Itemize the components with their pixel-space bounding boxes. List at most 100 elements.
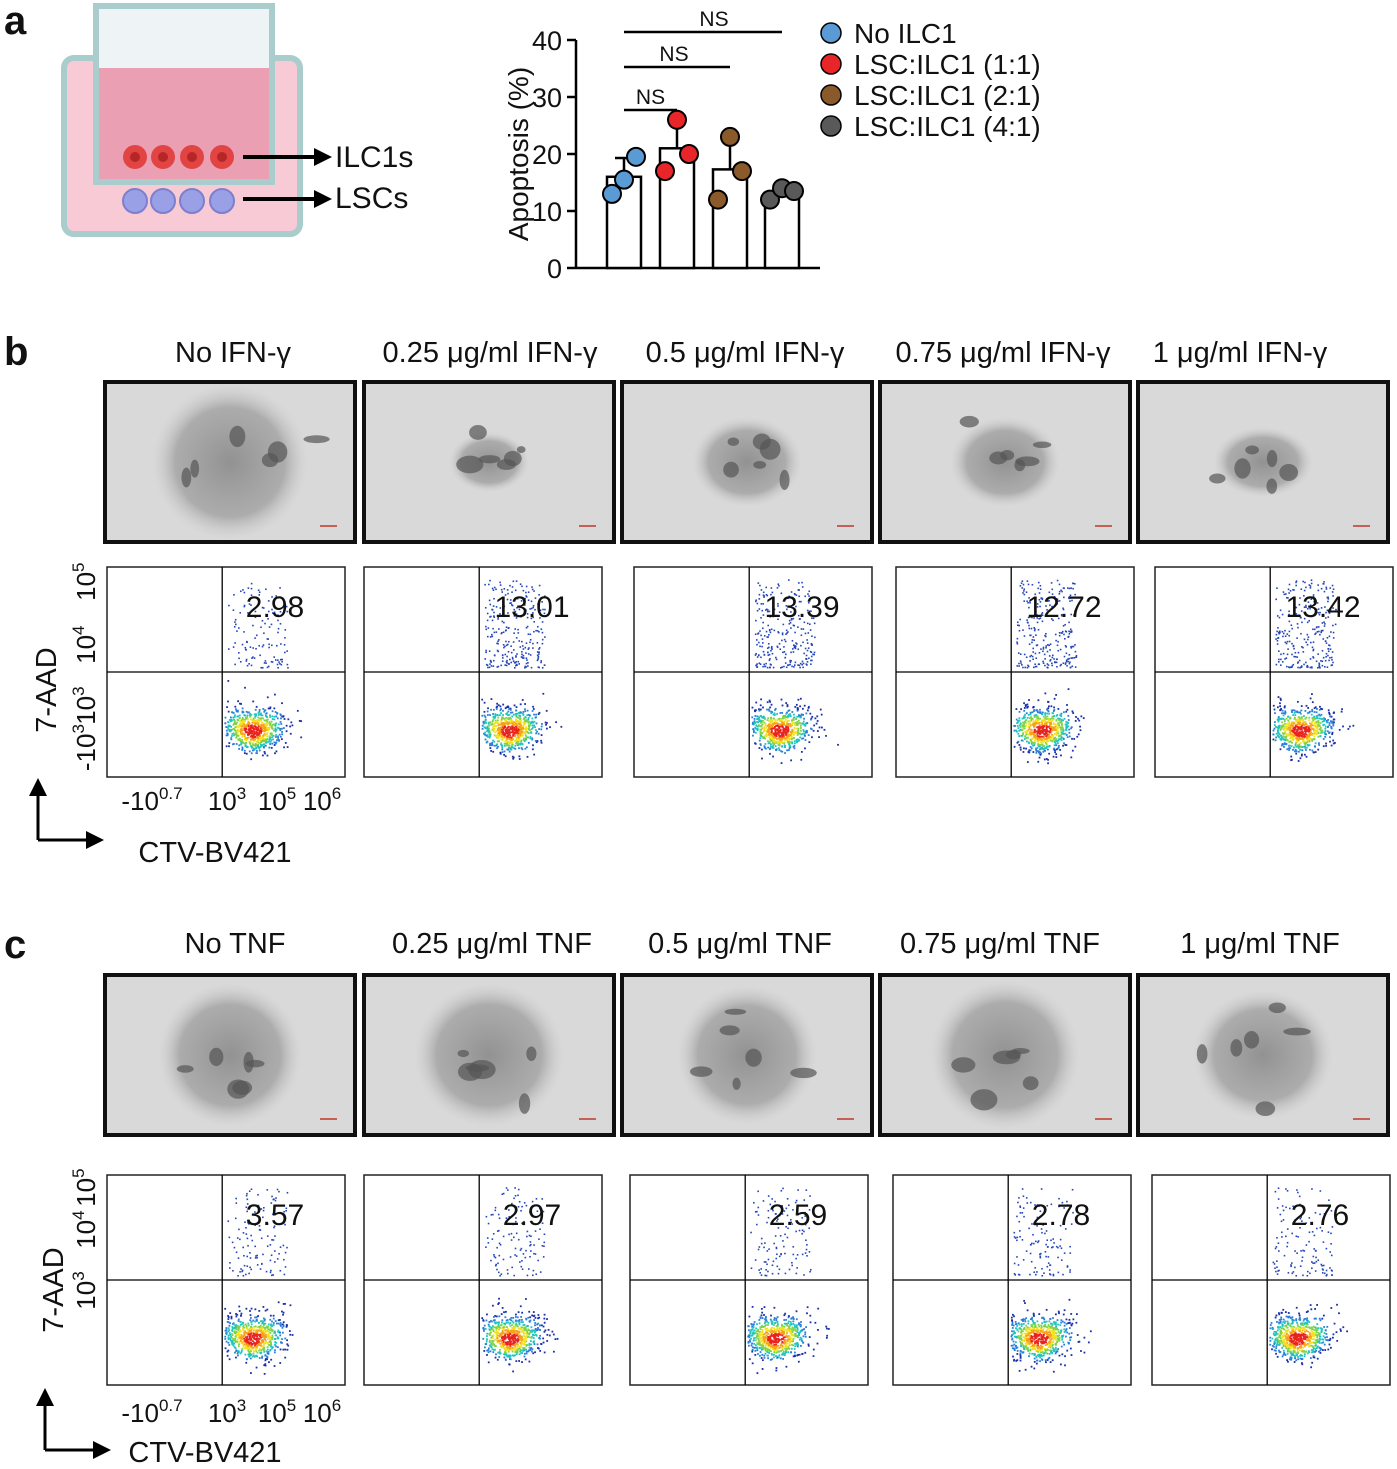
event [516,664,518,666]
cell-clump [1279,464,1299,481]
event [238,657,240,660]
event [1039,717,1042,720]
event [511,720,514,723]
event [773,713,776,716]
event [1016,725,1019,727]
data-point [720,126,740,147]
event [530,721,533,724]
event [779,728,782,731]
event [1055,729,1058,732]
event [243,738,246,741]
event [1291,665,1294,667]
event [775,733,778,736]
event [544,636,546,638]
event [266,722,269,725]
event [503,744,506,747]
event [250,1323,253,1326]
event [270,623,273,626]
event [1026,600,1028,603]
event [280,738,283,741]
event [1308,719,1311,722]
event [1301,734,1304,736]
event [283,1273,286,1276]
event [259,737,262,740]
event [524,666,526,669]
event [774,656,777,659]
event [1039,753,1042,756]
event [243,591,246,594]
event [1060,739,1063,742]
event [255,744,257,746]
event [257,589,260,592]
event [1304,731,1307,734]
event [759,719,762,722]
event [482,721,485,724]
event [540,628,543,630]
event [1067,635,1070,638]
event [1317,626,1320,628]
event [255,634,258,637]
event [1309,725,1312,728]
event [787,737,790,739]
event [241,739,243,741]
event [777,722,780,725]
event [494,731,497,734]
event [1309,587,1312,589]
event [271,1274,273,1277]
event [489,747,492,749]
event [1046,708,1048,711]
event [1058,717,1061,720]
event [255,1316,258,1319]
event [1283,720,1286,723]
event [763,635,766,637]
event [1307,726,1310,729]
event [233,625,236,628]
event [258,746,261,749]
event [1023,702,1025,705]
event [1314,633,1316,636]
event [1032,647,1035,650]
event [778,742,781,745]
event [234,723,237,726]
event [1017,727,1020,729]
event [768,720,771,723]
event [236,1237,239,1239]
cell-clump [1209,473,1226,484]
event [1040,613,1043,616]
event [1064,662,1067,664]
event [281,658,283,661]
event [1289,726,1292,729]
event [276,717,279,720]
event [1052,723,1055,726]
event [484,731,487,734]
cell-clump [456,455,484,474]
event [802,729,805,731]
event [766,636,769,638]
event [1327,598,1330,600]
event [249,735,252,738]
event [802,720,805,723]
event [236,630,238,632]
event [1040,752,1043,755]
event [1338,728,1341,731]
event [784,656,787,659]
event [1024,704,1027,706]
event [767,624,770,627]
event [1054,726,1057,728]
event [254,708,257,711]
event [1320,718,1323,720]
event [803,704,806,707]
event [248,1272,250,1275]
event [518,738,521,741]
event [237,1318,240,1321]
event [759,737,762,740]
event [1332,724,1335,727]
event [1310,666,1313,668]
event [1068,596,1071,598]
event [1038,756,1041,759]
event [760,722,762,724]
event [1044,634,1046,637]
event [240,731,242,734]
event [785,702,788,704]
event [515,613,518,615]
